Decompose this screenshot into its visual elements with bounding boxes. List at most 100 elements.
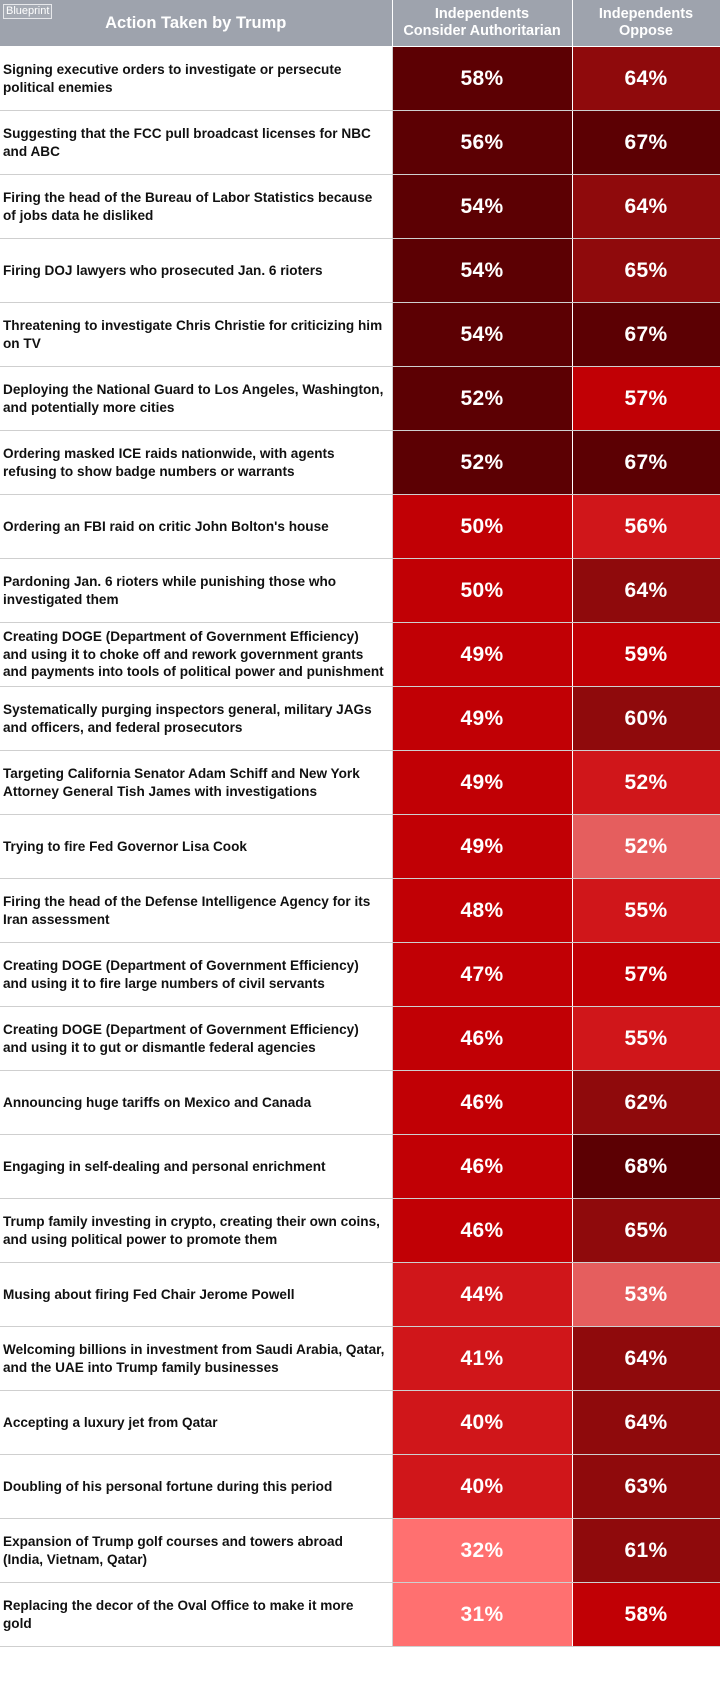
table-row: Firing the head of the Bureau of Labor S…	[0, 174, 720, 239]
action-cell: Trump family investing in crypto, creati…	[0, 1198, 393, 1263]
table-row: Creating DOGE (Department of Government …	[0, 1006, 720, 1071]
oppose-value-cell: 64%	[572, 558, 720, 623]
action-cell: Deploying the National Guard to Los Ange…	[0, 366, 393, 431]
table-row: Threatening to investigate Chris Christi…	[0, 302, 720, 367]
oppose-value-cell: 68%	[572, 1134, 720, 1199]
action-cell: Doubling of his personal fortune during …	[0, 1454, 393, 1519]
authoritarian-value-cell: 46%	[392, 1134, 573, 1199]
action-cell: Musing about firing Fed Chair Jerome Pow…	[0, 1262, 393, 1327]
action-cell: Trying to fire Fed Governor Lisa Cook	[0, 814, 393, 879]
oppose-value-cell: 55%	[572, 1006, 720, 1071]
oppose-value-cell: 64%	[572, 46, 720, 111]
authoritarian-value-cell: 32%	[392, 1518, 573, 1583]
oppose-value-cell: 63%	[572, 1454, 720, 1519]
authoritarian-value-cell: 48%	[392, 878, 573, 943]
oppose-value-cell: 60%	[572, 686, 720, 751]
table-row: Trying to fire Fed Governor Lisa Cook 49%…	[0, 814, 720, 879]
oppose-value-cell: 62%	[572, 1070, 720, 1135]
oppose-value-cell: 59%	[572, 622, 720, 687]
action-cell: Expansion of Trump golf courses and towe…	[0, 1518, 393, 1583]
action-cell: Welcoming billions in investment from Sa…	[0, 1326, 393, 1391]
authoritarian-value-cell: 49%	[392, 686, 573, 751]
table-row: Welcoming billions in investment from Sa…	[0, 1326, 720, 1391]
action-cell: Suggesting that the FCC pull broadcast l…	[0, 110, 393, 175]
authoritarian-value-cell: 52%	[392, 430, 573, 495]
authoritarian-value-cell: 41%	[392, 1326, 573, 1391]
action-cell: Announcing huge tariffs on Mexico and Ca…	[0, 1070, 393, 1135]
header-action: Blueprint Action Taken by Trump	[0, 0, 393, 47]
header-oppose-line1: Independents	[598, 6, 694, 22]
authoritarian-value-cell: 54%	[392, 174, 573, 239]
table-row: Engaging in self-dealing and personal en…	[0, 1134, 720, 1199]
table-row: Trump family investing in crypto, creati…	[0, 1198, 720, 1263]
oppose-value-cell: 64%	[572, 174, 720, 239]
oppose-value-cell: 67%	[572, 110, 720, 175]
action-cell: Firing DOJ lawyers who prosecuted Jan. 6…	[0, 238, 393, 303]
table-row: Ordering an FBI raid on critic John Bolt…	[0, 494, 720, 559]
table-row: Creating DOGE (Department of Government …	[0, 622, 720, 687]
table-row: Suggesting that the FCC pull broadcast l…	[0, 110, 720, 175]
authoritarian-value-cell: 44%	[392, 1262, 573, 1327]
table-row: Accepting a luxury jet from Qatar 40% 64%	[0, 1390, 720, 1455]
action-cell: Creating DOGE (Department of Government …	[0, 1006, 393, 1071]
header-authoritarian-line1: Independents	[434, 6, 530, 22]
table-row: Targeting California Senator Adam Schiff…	[0, 750, 720, 815]
action-cell: Ordering an FBI raid on critic John Bolt…	[0, 494, 393, 559]
authoritarian-value-cell: 31%	[392, 1582, 573, 1647]
table-body: Signing executive orders to investigate …	[0, 46, 720, 1647]
oppose-value-cell: 65%	[572, 238, 720, 303]
oppose-value-cell: 53%	[572, 1262, 720, 1327]
action-cell: Engaging in self-dealing and personal en…	[0, 1134, 393, 1199]
header-oppose-line2: Oppose	[619, 23, 673, 39]
authoritarian-value-cell: 49%	[392, 622, 573, 687]
authoritarian-value-cell: 54%	[392, 238, 573, 303]
results-table: Blueprint Action Taken by Trump Independ…	[0, 0, 720, 1647]
oppose-value-cell: 64%	[572, 1390, 720, 1455]
oppose-value-cell: 67%	[572, 430, 720, 495]
authoritarian-value-cell: 50%	[392, 494, 573, 559]
action-cell: Creating DOGE (Department of Government …	[0, 622, 393, 687]
authoritarian-value-cell: 40%	[392, 1454, 573, 1519]
table-row: Doubling of his personal fortune during …	[0, 1454, 720, 1519]
table-row: Firing DOJ lawyers who prosecuted Jan. 6…	[0, 238, 720, 303]
table-row: Announcing huge tariffs on Mexico and Ca…	[0, 1070, 720, 1135]
authoritarian-value-cell: 46%	[392, 1006, 573, 1071]
table-row: Firing the head of the Defense Intellige…	[0, 878, 720, 943]
authoritarian-value-cell: 52%	[392, 366, 573, 431]
table-row: Signing executive orders to investigate …	[0, 46, 720, 111]
table-row: Ordering masked ICE raids nationwide, wi…	[0, 430, 720, 495]
action-cell: Targeting California Senator Adam Schiff…	[0, 750, 393, 815]
oppose-value-cell: 61%	[572, 1518, 720, 1583]
brand-logo: Blueprint	[3, 4, 53, 19]
oppose-value-cell: 52%	[572, 814, 720, 879]
authoritarian-value-cell: 46%	[392, 1070, 573, 1135]
authoritarian-value-cell: 46%	[392, 1198, 573, 1263]
authoritarian-value-cell: 40%	[392, 1390, 573, 1455]
action-cell: Threatening to investigate Chris Christi…	[0, 302, 393, 367]
oppose-value-cell: 58%	[572, 1582, 720, 1647]
table-row: Deploying the National Guard to Los Ange…	[0, 366, 720, 431]
table-row: Pardoning Jan. 6 rioters while punishing…	[0, 558, 720, 623]
authoritarian-value-cell: 54%	[392, 302, 573, 367]
authoritarian-value-cell: 58%	[392, 46, 573, 111]
authoritarian-value-cell: 56%	[392, 110, 573, 175]
authoritarian-value-cell: 47%	[392, 942, 573, 1007]
table-row: Replacing the decor of the Oval Office t…	[0, 1582, 720, 1647]
header-authoritarian: Independents Consider Authoritarian	[392, 0, 573, 47]
action-cell: Systematically purging inspectors genera…	[0, 686, 393, 751]
authoritarian-value-cell: 49%	[392, 814, 573, 879]
action-cell: Accepting a luxury jet from Qatar	[0, 1390, 393, 1455]
oppose-value-cell: 65%	[572, 1198, 720, 1263]
header-action-label: Action Taken by Trump	[105, 13, 287, 32]
action-cell: Ordering masked ICE raids nationwide, wi…	[0, 430, 393, 495]
oppose-value-cell: 64%	[572, 1326, 720, 1391]
table-row: Creating DOGE (Department of Government …	[0, 942, 720, 1007]
header-oppose: Independents Oppose	[572, 0, 720, 47]
action-cell: Creating DOGE (Department of Government …	[0, 942, 393, 1007]
oppose-value-cell: 52%	[572, 750, 720, 815]
header-authoritarian-line2: Consider Authoritarian	[403, 23, 561, 39]
action-cell: Signing executive orders to investigate …	[0, 46, 393, 111]
oppose-value-cell: 56%	[572, 494, 720, 559]
table-row: Systematically purging inspectors genera…	[0, 686, 720, 751]
